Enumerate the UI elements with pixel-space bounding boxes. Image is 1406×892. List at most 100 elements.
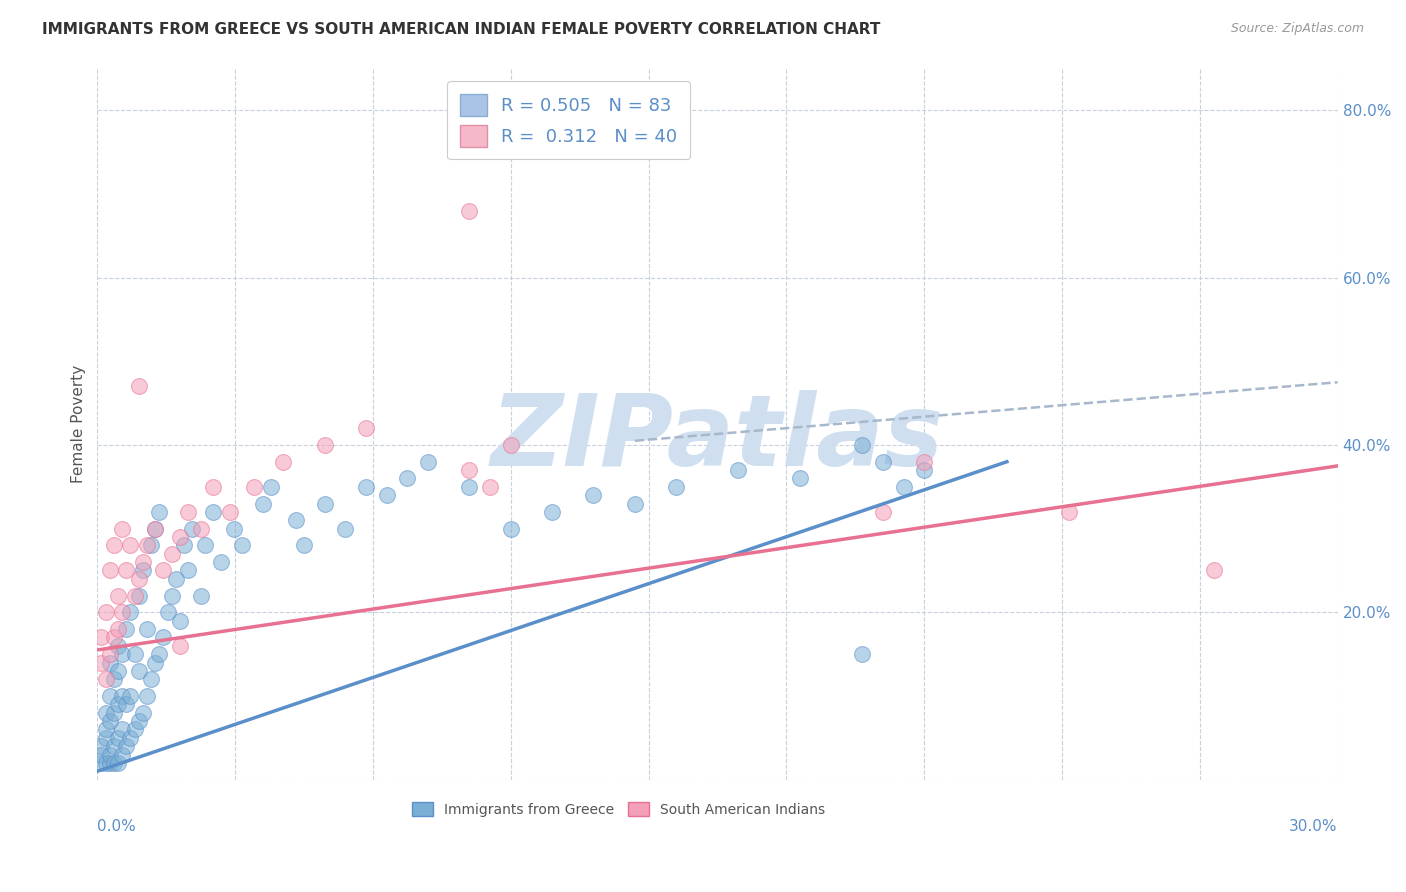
Point — [1202, 564, 1225, 578]
Point — [218, 505, 240, 519]
Point — [851, 647, 873, 661]
Point — [789, 471, 811, 485]
Point — [160, 547, 183, 561]
Point — [98, 689, 121, 703]
Point — [222, 522, 245, 536]
Point — [111, 522, 134, 536]
Point — [872, 505, 894, 519]
Point — [103, 538, 125, 552]
Point — [90, 739, 112, 754]
Point — [335, 522, 357, 536]
Point — [148, 647, 170, 661]
Point — [152, 564, 174, 578]
Text: 0.0%: 0.0% — [97, 819, 136, 834]
Point — [231, 538, 253, 552]
Point — [156, 605, 179, 619]
Legend: Immigrants from Greece, South American Indians: Immigrants from Greece, South American I… — [406, 797, 831, 822]
Point — [375, 488, 398, 502]
Text: ZIPatlas: ZIPatlas — [491, 390, 943, 487]
Point — [912, 455, 935, 469]
Point — [115, 622, 138, 636]
Point — [139, 672, 162, 686]
Point — [98, 714, 121, 728]
Point — [665, 480, 688, 494]
Point — [136, 538, 159, 552]
Point — [90, 631, 112, 645]
Point — [132, 555, 155, 569]
Point — [94, 756, 117, 770]
Point — [124, 723, 146, 737]
Point — [260, 480, 283, 494]
Point — [132, 564, 155, 578]
Point — [284, 513, 307, 527]
Point — [190, 522, 212, 536]
Point — [124, 589, 146, 603]
Point — [499, 522, 522, 536]
Point — [479, 480, 502, 494]
Point — [111, 647, 134, 661]
Point — [115, 739, 138, 754]
Point — [314, 438, 336, 452]
Point — [128, 379, 150, 393]
Point — [173, 538, 195, 552]
Point — [202, 480, 225, 494]
Point — [177, 505, 200, 519]
Point — [120, 538, 142, 552]
Point — [499, 438, 522, 452]
Point — [136, 622, 159, 636]
Point — [103, 756, 125, 770]
Point — [128, 589, 150, 603]
Point — [107, 731, 129, 745]
Point — [893, 480, 915, 494]
Point — [354, 421, 377, 435]
Point — [103, 739, 125, 754]
Point — [194, 538, 217, 552]
Point — [851, 438, 873, 452]
Point — [98, 647, 121, 661]
Point — [143, 522, 166, 536]
Text: IMMIGRANTS FROM GREECE VS SOUTH AMERICAN INDIAN FEMALE POVERTY CORRELATION CHART: IMMIGRANTS FROM GREECE VS SOUTH AMERICAN… — [42, 22, 880, 37]
Text: Source: ZipAtlas.com: Source: ZipAtlas.com — [1230, 22, 1364, 36]
Point — [98, 656, 121, 670]
Point — [111, 747, 134, 762]
Point — [541, 505, 564, 519]
Point — [90, 756, 112, 770]
Point — [169, 530, 191, 544]
Point — [111, 689, 134, 703]
Point — [128, 714, 150, 728]
Point — [103, 672, 125, 686]
Point — [416, 455, 439, 469]
Point — [202, 505, 225, 519]
Point — [181, 522, 204, 536]
Point — [136, 689, 159, 703]
Point — [94, 706, 117, 720]
Point — [98, 756, 121, 770]
Point — [273, 455, 295, 469]
Point — [120, 605, 142, 619]
Point — [582, 488, 605, 502]
Point — [103, 631, 125, 645]
Point — [148, 505, 170, 519]
Point — [354, 480, 377, 494]
Text: 30.0%: 30.0% — [1289, 819, 1337, 834]
Point — [115, 698, 138, 712]
Point — [90, 747, 112, 762]
Point — [727, 463, 749, 477]
Point — [98, 747, 121, 762]
Point — [872, 455, 894, 469]
Point — [139, 538, 162, 552]
Point — [107, 756, 129, 770]
Point — [111, 723, 134, 737]
Point — [107, 589, 129, 603]
Point — [458, 463, 481, 477]
Point — [458, 480, 481, 494]
Point — [94, 723, 117, 737]
Point — [314, 497, 336, 511]
Point — [98, 564, 121, 578]
Point — [912, 463, 935, 477]
Point — [107, 698, 129, 712]
Point — [143, 656, 166, 670]
Point — [120, 689, 142, 703]
Point — [160, 589, 183, 603]
Point — [458, 203, 481, 218]
